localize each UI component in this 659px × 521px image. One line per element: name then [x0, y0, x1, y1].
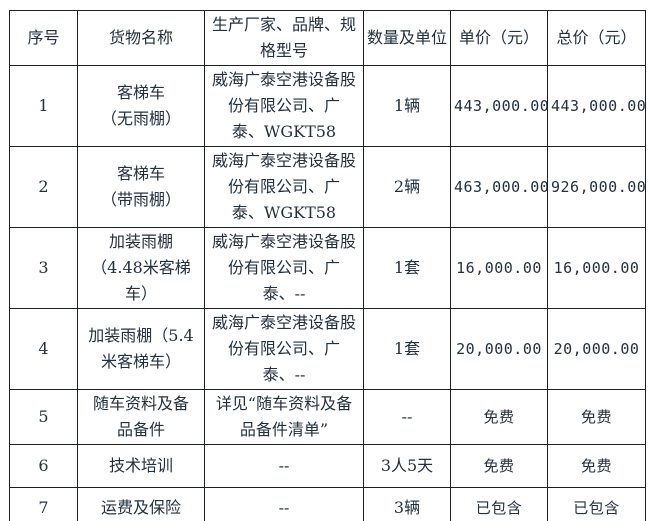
cell-manufacturer: 威海广泰空港设备股 份有限公司、广 泰、WGKT58 — [204, 146, 364, 228]
cell-quantity: 1套 — [363, 227, 451, 309]
cell-index: 4 — [9, 308, 78, 390]
cell-goods-name: 加装雨棚（5.4 米客梯车） — [77, 308, 205, 390]
cell-index: 1 — [9, 65, 78, 147]
cell-quantity: 3人5天 — [363, 444, 451, 488]
cell-index: 3 — [9, 227, 78, 309]
cell-quantity: 3辆 — [363, 487, 451, 521]
cell-unit-price: 免费 — [450, 389, 548, 445]
cell-index: 6 — [9, 444, 78, 488]
goods-price-table: 序号 货物名称 生产厂家、品牌、规格型号 数量及单位 单价（元） 总价（元） 1… — [9, 10, 646, 521]
cell-index: 7 — [9, 487, 78, 521]
cell-quantity: 1辆 — [363, 65, 451, 147]
cell-manufacturer: 威海广泰空港设备股 份有限公司、广 泰、WGKT58 — [204, 65, 364, 147]
column-header-total-price: 总价（元） — [547, 10, 646, 66]
cell-total-price: 443,000.00 — [547, 65, 646, 147]
table-row: 3 加装雨棚 （4.48米客梯 车） 威海广泰空港设备股 份有限公司、广 泰、-… — [9, 227, 646, 309]
cell-total-price: 已包含 — [547, 487, 646, 521]
cell-goods-name: 加装雨棚 （4.48米客梯 车） — [77, 227, 205, 309]
table-body: 1 客梯车 （无雨棚） 威海广泰空港设备股 份有限公司、广 泰、WGKT58 1… — [9, 65, 646, 521]
cell-goods-name: 随车资料及备 品备件 — [77, 389, 205, 445]
table-row: 7 运费及保险 -- 3辆 已包含 已包含 — [9, 487, 646, 521]
cell-unit-price: 16,000.00 — [450, 227, 548, 309]
cell-unit-price: 免费 — [450, 444, 548, 488]
cell-manufacturer: 威海广泰空港设备股 份有限公司、广 泰、-- — [204, 227, 364, 309]
table-row: 5 随车资料及备 品备件 详见“随车资料及备 品备件清单” -- 免费 免费 — [9, 389, 646, 445]
cell-unit-price: 443,000.00 — [450, 65, 548, 147]
cell-unit-price: 20,000.00 — [450, 308, 548, 390]
column-header-unit-price: 单价（元） — [450, 10, 548, 66]
table-header-row: 序号 货物名称 生产厂家、品牌、规格型号 数量及单位 单价（元） 总价（元） — [9, 10, 646, 66]
cell-goods-name: 客梯车 （带雨棚） — [77, 146, 205, 228]
column-header-index: 序号 — [9, 10, 78, 66]
cell-goods-name: 客梯车 （无雨棚） — [77, 65, 205, 147]
cell-manufacturer: -- — [204, 487, 364, 521]
cell-goods-name: 技术培训 — [77, 444, 205, 488]
cell-quantity: 2辆 — [363, 146, 451, 228]
cell-quantity: -- — [363, 389, 451, 445]
column-header-quantity: 数量及单位 — [363, 10, 451, 66]
table-row: 1 客梯车 （无雨棚） 威海广泰空港设备股 份有限公司、广 泰、WGKT58 1… — [9, 65, 646, 147]
cell-total-price: 16,000.00 — [547, 227, 646, 309]
cell-unit-price: 463,000.00 — [450, 146, 548, 228]
table-row: 2 客梯车 （带雨棚） 威海广泰空港设备股 份有限公司、广 泰、WGKT58 2… — [9, 146, 646, 228]
cell-manufacturer: 详见“随车资料及备 品备件清单” — [204, 389, 364, 445]
cell-unit-price: 已包含 — [450, 487, 548, 521]
cell-index: 5 — [9, 389, 78, 445]
cell-goods-name: 运费及保险 — [77, 487, 205, 521]
cell-total-price: 免费 — [547, 444, 646, 488]
cell-total-price: 免费 — [547, 389, 646, 445]
cell-total-price: 20,000.00 — [547, 308, 646, 390]
cell-manufacturer: -- — [204, 444, 364, 488]
column-header-manufacturer: 生产厂家、品牌、规格型号 — [204, 10, 364, 66]
column-header-goods-name: 货物名称 — [77, 10, 205, 66]
cell-index: 2 — [9, 146, 78, 228]
cell-total-price: 926,000.00 — [547, 146, 646, 228]
table-row: 4 加装雨棚（5.4 米客梯车） 威海广泰空港设备股 份有限公司、广 泰、-- … — [9, 308, 646, 390]
table-row: 6 技术培训 -- 3人5天 免费 免费 — [9, 444, 646, 488]
cell-manufacturer: 威海广泰空港设备股 份有限公司、广 泰、-- — [204, 308, 364, 390]
cell-quantity: 1套 — [363, 308, 451, 390]
